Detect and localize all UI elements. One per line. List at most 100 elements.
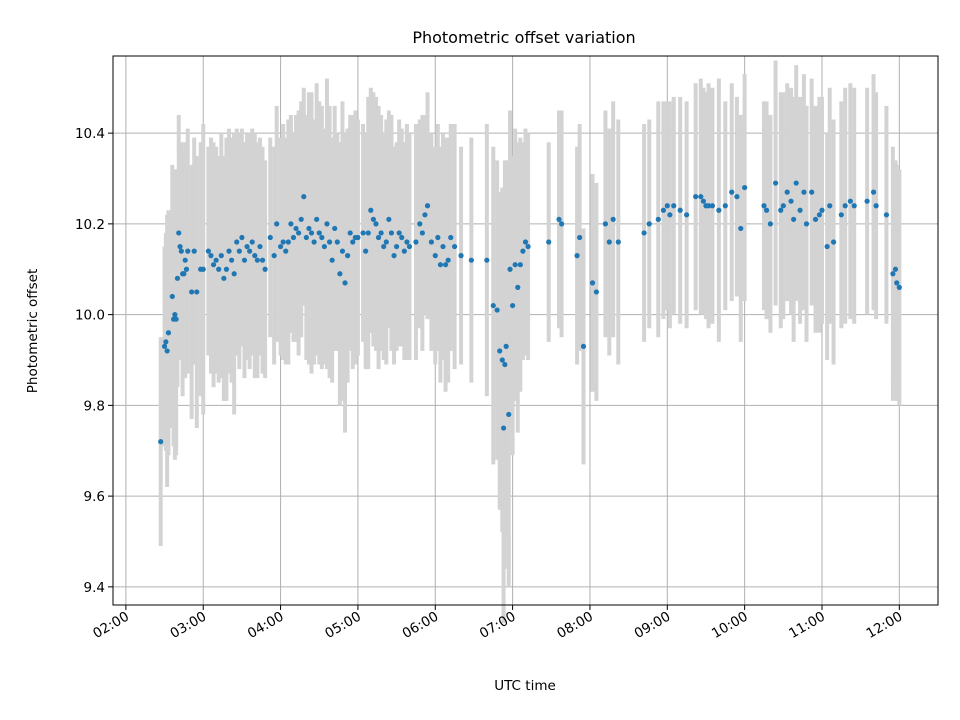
data-point xyxy=(401,248,407,254)
data-point xyxy=(546,239,552,245)
data-point xyxy=(512,262,518,268)
data-point xyxy=(499,357,505,363)
data-point xyxy=(306,225,312,232)
data-point xyxy=(610,216,616,222)
data-point xyxy=(788,198,794,204)
data-point xyxy=(801,189,807,195)
data-point xyxy=(424,203,431,209)
data-point xyxy=(316,230,322,236)
data-point xyxy=(334,239,340,245)
data-point xyxy=(308,230,315,236)
data-point xyxy=(793,180,799,186)
data-point xyxy=(522,239,529,245)
data-point xyxy=(452,243,458,250)
data-point xyxy=(500,425,507,431)
data-point xyxy=(705,203,712,209)
data-point xyxy=(558,221,565,227)
data-point xyxy=(365,230,371,236)
data-point xyxy=(894,280,900,286)
data-point xyxy=(494,307,500,313)
data-point xyxy=(158,439,164,445)
data-point xyxy=(556,216,562,222)
data-point xyxy=(507,266,513,272)
data-point xyxy=(671,203,677,209)
data-point xyxy=(257,243,263,250)
data-point xyxy=(280,239,286,245)
data-point xyxy=(210,262,217,268)
data-point xyxy=(244,243,250,250)
data-point xyxy=(337,271,343,277)
data-point xyxy=(830,239,837,245)
data-point xyxy=(391,253,397,259)
x-axis-ticks: 02:00 03:00 04:00 05:00 06:00 07:00 08:00 09:00… xyxy=(90,605,905,642)
data-point xyxy=(606,239,612,245)
data-point xyxy=(234,239,240,245)
data-point xyxy=(525,243,531,250)
x-tick-label: 10:00 xyxy=(709,609,751,642)
data-point xyxy=(221,275,227,281)
data-point xyxy=(580,343,587,349)
data-point xyxy=(417,221,423,227)
data-point xyxy=(373,221,379,227)
data-point xyxy=(383,239,389,245)
data-point xyxy=(722,203,728,209)
data-point xyxy=(216,266,222,272)
data-point xyxy=(347,230,353,236)
data-point xyxy=(615,239,621,245)
data-point xyxy=(484,257,490,263)
data-point xyxy=(293,225,299,232)
data-point xyxy=(163,339,169,345)
data-point xyxy=(864,198,870,204)
data-point xyxy=(520,248,526,254)
error-bars xyxy=(158,60,902,624)
data-point xyxy=(761,203,767,209)
data-point xyxy=(218,253,224,259)
data-point xyxy=(183,266,190,272)
data-point xyxy=(236,248,242,254)
data-point xyxy=(458,253,464,259)
data-point xyxy=(734,194,740,200)
data-point xyxy=(812,216,819,222)
data-point xyxy=(497,348,503,354)
data-point xyxy=(515,284,521,290)
data-point xyxy=(641,230,647,236)
data-point xyxy=(319,234,325,241)
data-point xyxy=(448,234,454,241)
x-tick-label: 05:00 xyxy=(322,609,364,642)
data-point xyxy=(378,230,384,236)
data-point xyxy=(772,180,779,186)
data-point xyxy=(432,253,438,259)
data-point xyxy=(226,248,232,254)
chart-title: Photometric offset variation xyxy=(412,28,635,47)
y-axis-ticks: 9.4 9.6 9.8 10.0 10.2 10.4 xyxy=(75,126,113,596)
data-point xyxy=(892,266,899,272)
data-point xyxy=(259,257,266,263)
data-point xyxy=(314,216,320,222)
data-point xyxy=(784,189,790,195)
x-tick-label: 12:00 xyxy=(864,609,906,642)
data-point xyxy=(506,411,512,418)
y-axis-label: Photometric offset xyxy=(25,269,41,393)
data-point xyxy=(182,257,188,263)
data-point xyxy=(267,234,273,241)
y-tick-label: 9.8 xyxy=(84,398,105,414)
data-point xyxy=(791,216,797,222)
y-tick-label: 9.6 xyxy=(84,489,105,505)
data-point xyxy=(311,239,317,245)
data-point xyxy=(797,207,803,213)
data-point xyxy=(883,212,890,218)
data-point xyxy=(181,271,187,277)
data-point xyxy=(370,216,376,222)
data-point xyxy=(851,203,857,209)
data-point xyxy=(729,189,735,195)
data-point xyxy=(174,275,181,281)
x-tick-label: 08:00 xyxy=(554,609,596,642)
data-point xyxy=(345,253,351,259)
x-axis-label: UTC time xyxy=(494,678,556,694)
data-point xyxy=(816,212,823,218)
data-point xyxy=(285,239,291,245)
data-point xyxy=(177,243,183,250)
data-point xyxy=(700,198,706,204)
data-point xyxy=(767,221,774,227)
y-tick-label: 9.4 xyxy=(84,580,105,596)
